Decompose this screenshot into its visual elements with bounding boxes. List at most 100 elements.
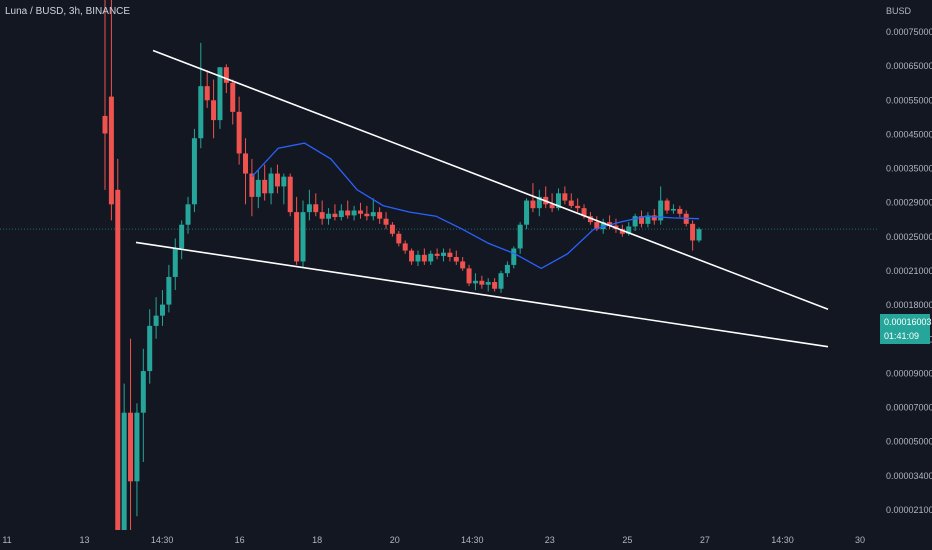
candle-body — [128, 412, 134, 482]
price-axis-label: 0.00075000 — [886, 27, 932, 37]
candle — [645, 212, 651, 228]
candle-body — [389, 224, 395, 234]
candle — [415, 250, 421, 267]
candle-body — [255, 179, 261, 197]
candle-body — [102, 115, 108, 134]
candle — [639, 210, 645, 228]
price-axis-label: 0.00055000 — [886, 95, 932, 105]
last-price-badge: 0.00016003 — [880, 314, 932, 330]
price-axis-label: 0.00035000 — [886, 164, 932, 174]
candle — [121, 383, 127, 530]
trendlines — [135, 49, 829, 348]
candle — [159, 290, 165, 326]
candle-body — [460, 261, 466, 269]
price-axis-label: 0.00002100 — [886, 505, 932, 515]
candle — [140, 348, 146, 463]
candle-body — [581, 208, 587, 217]
chart-symbol-label: Luna / BUSD, 3h, BINANCE — [5, 6, 131, 17]
candle-body — [600, 222, 606, 230]
candle-body — [466, 268, 472, 284]
candle-body — [243, 153, 249, 174]
candle — [447, 248, 453, 262]
price-axis-label: 0.00018000 — [886, 300, 932, 310]
candle — [364, 205, 370, 221]
candle-body — [319, 212, 325, 219]
candle — [211, 79, 217, 139]
candle — [402, 240, 408, 254]
candle — [108, 0, 114, 221]
candle — [485, 278, 491, 292]
candle-body — [172, 248, 178, 277]
candle-body — [530, 200, 536, 209]
candle-body — [670, 208, 676, 211]
candle-body — [236, 111, 242, 154]
candle-body — [396, 233, 402, 244]
candle — [236, 96, 242, 165]
candle-body — [696, 229, 702, 241]
candle-body — [517, 224, 523, 249]
candle — [338, 204, 344, 221]
candle — [658, 186, 664, 225]
candle — [217, 67, 223, 129]
candle — [524, 198, 530, 230]
moving-average-layer — [251, 142, 700, 270]
candle-body — [568, 200, 574, 206]
candle-body — [159, 304, 165, 316]
candle-body — [300, 212, 306, 262]
time-axis-label: 30 — [855, 535, 865, 545]
price-axis-label: 0.00009000 — [886, 368, 932, 378]
candle-body — [147, 325, 153, 372]
candle — [281, 173, 287, 205]
candle-body — [639, 216, 645, 224]
candle-body — [332, 213, 338, 218]
candle-body — [492, 282, 498, 289]
candle — [243, 138, 249, 205]
candle-body — [364, 213, 370, 217]
candle-body — [108, 96, 114, 205]
candle-body — [447, 252, 453, 258]
candle-body — [472, 280, 478, 284]
moving-average-line — [251, 142, 700, 270]
candle-body — [658, 200, 664, 221]
candle-body — [204, 86, 210, 101]
time-axis[interactable]: 11 13 14:30 16 18 20 14:30 23 25 27 14:30 30 — [2, 535, 865, 545]
time-axis-label: 25 — [622, 535, 632, 545]
price-axis-label: 0.00005000 — [886, 437, 932, 447]
candle — [249, 158, 255, 217]
candle — [306, 189, 312, 221]
candle-body — [115, 189, 121, 530]
price-axis-label: 0.00021000 — [886, 266, 932, 276]
candle — [677, 205, 683, 218]
candle-body — [383, 218, 389, 225]
candle — [345, 200, 351, 219]
price-axis-label: 0.00003400 — [886, 471, 932, 481]
candle — [274, 164, 280, 194]
time-axis-label: 11 — [2, 535, 11, 545]
candle — [198, 42, 204, 149]
candle — [613, 218, 619, 233]
candle-body — [377, 212, 383, 219]
candle-body — [677, 208, 683, 214]
candle — [434, 248, 440, 260]
candle — [268, 167, 274, 205]
candle — [377, 207, 383, 224]
candle-body — [262, 179, 268, 194]
candle-body — [198, 86, 204, 139]
candle — [536, 189, 542, 217]
candle-body — [555, 193, 561, 209]
candle-body — [345, 210, 351, 216]
candle-body — [536, 196, 542, 209]
candle-body — [223, 67, 229, 83]
price-axis-label: 0.00007000 — [886, 403, 932, 413]
price-axis-label: 0.00025000 — [886, 232, 932, 242]
candle — [690, 220, 696, 251]
trendline-lower — [135, 241, 829, 348]
candle — [466, 264, 472, 287]
time-axis-label: 14:30 — [461, 535, 484, 545]
candle-body — [434, 253, 440, 256]
price-axis[interactable]: BUSD 0.00075000 0.00065000 0.00055000 0.0004… — [886, 6, 932, 515]
candle-body — [230, 82, 236, 112]
candle — [492, 278, 498, 292]
candle-body — [421, 254, 427, 262]
